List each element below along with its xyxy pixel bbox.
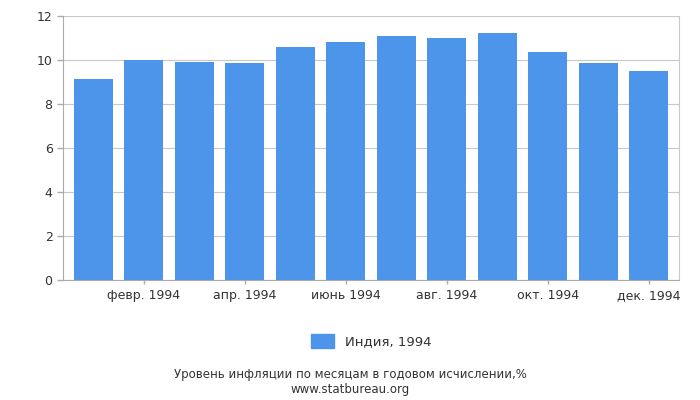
Bar xyxy=(124,60,164,280)
Legend: Индия, 1994: Индия, 1994 xyxy=(305,329,437,354)
Bar xyxy=(528,52,568,280)
Bar xyxy=(225,63,265,280)
Text: www.statbureau.org: www.statbureau.org xyxy=(290,383,410,396)
Bar xyxy=(276,47,315,280)
Bar xyxy=(377,36,416,280)
Bar xyxy=(477,33,517,280)
Bar xyxy=(174,62,214,280)
Bar xyxy=(74,79,113,280)
Bar xyxy=(427,38,466,280)
Text: Уровень инфляции по месяцам в годовом исчислении,%: Уровень инфляции по месяцам в годовом ис… xyxy=(174,368,526,381)
Bar xyxy=(326,42,365,280)
Bar xyxy=(629,70,668,280)
Bar xyxy=(578,63,618,280)
